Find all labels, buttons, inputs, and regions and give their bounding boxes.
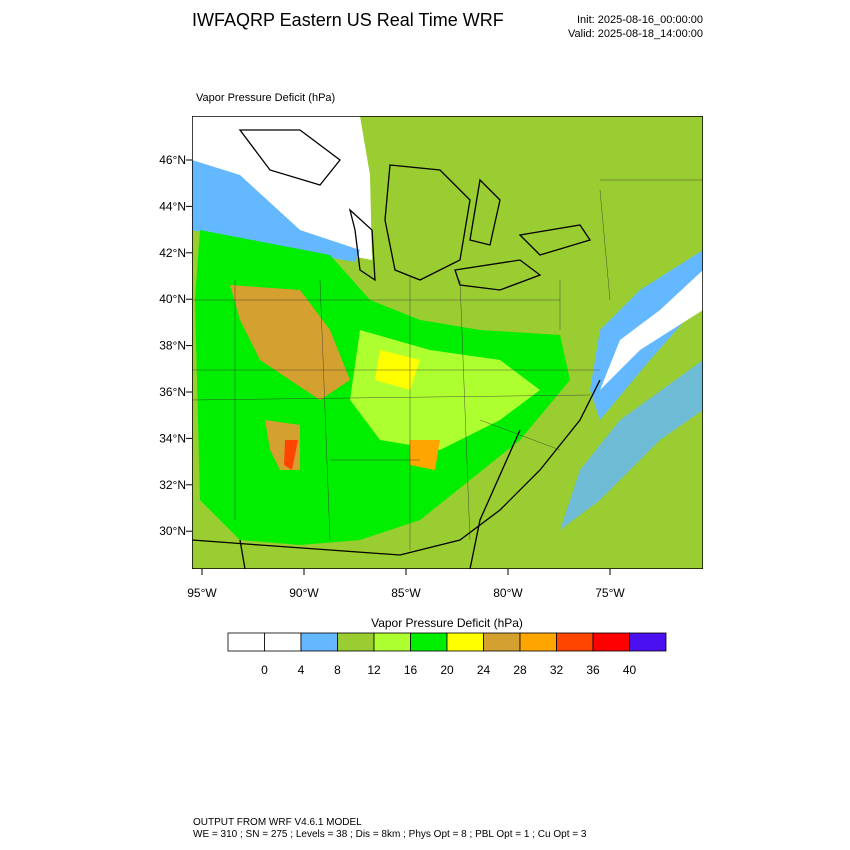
colorbar-label: 16 <box>404 663 418 677</box>
low-vpd-area <box>192 160 360 262</box>
colorbar-box <box>337 632 375 652</box>
lon-label: 85°W <box>391 586 421 600</box>
colorbar-box <box>519 632 557 652</box>
high-vpd-area <box>284 440 298 470</box>
ocean-low-vpd <box>560 360 703 530</box>
colorbar-box <box>446 632 484 652</box>
colorbar-label: 8 <box>334 663 341 677</box>
colorbar-box <box>373 632 411 652</box>
colorbar-box <box>483 632 521 652</box>
init-time: Init: 2025-08-16_00:00:00 <box>577 14 703 26</box>
colorbar-box <box>410 632 448 652</box>
lat-label: 32°N <box>159 478 186 492</box>
map <box>192 116 703 569</box>
lon-label: 80°W <box>493 586 523 600</box>
low-vpd-area <box>192 116 372 260</box>
vpd-area <box>410 440 440 470</box>
ocean-low-vpd <box>600 270 703 390</box>
colorbar-box <box>300 632 338 652</box>
colorbar-title: Vapor Pressure Deficit (hPa) <box>371 616 523 630</box>
coastline <box>192 379 601 569</box>
colorbar-box <box>227 632 265 652</box>
colorbar-box <box>592 632 630 652</box>
lon-label: 75°W <box>595 586 625 600</box>
lat-label: 34°N <box>159 431 186 445</box>
colorbar-label: 4 <box>298 663 305 677</box>
lat-label: 42°N <box>159 246 186 260</box>
colorbar-label: 36 <box>586 663 600 677</box>
footer-line: WE = 310 ; SN = 275 ; Levels = 38 ; Dis … <box>193 829 587 840</box>
colorbar-label: 20 <box>440 663 454 677</box>
lat-label: 44°N <box>159 199 186 213</box>
colorbar-label: 40 <box>623 663 637 677</box>
footer-line: OUTPUT FROM WRF V4.6.1 MODEL <box>193 817 362 828</box>
high-vpd-area <box>230 285 350 400</box>
lat-label: 38°N <box>159 339 186 353</box>
colorbar-box <box>264 632 302 652</box>
colorbar-label: 24 <box>477 663 491 677</box>
colorbar-box <box>556 632 594 652</box>
lon-label: 90°W <box>289 586 319 600</box>
lat-label: 36°N <box>159 385 186 399</box>
valid-time: Valid: 2025-08-18_14:00:00 <box>568 28 703 40</box>
lat-label: 30°N <box>159 524 186 538</box>
colorbar-label: 28 <box>513 663 527 677</box>
title: IWFAQRP Eastern US Real Time WRF <box>192 10 504 30</box>
colorbar-label: 32 <box>550 663 564 677</box>
lat-label: 46°N <box>159 153 186 167</box>
great-lakes <box>238 129 592 291</box>
colorbar-box <box>629 632 667 652</box>
field-label: Vapor Pressure Deficit (hPa) <box>196 92 335 104</box>
colorbar-label: 12 <box>367 663 381 677</box>
colorbar-label: 0 <box>261 663 268 677</box>
lat-label: 40°N <box>159 292 186 306</box>
state-borders <box>192 179 703 550</box>
lon-label: 95°W <box>187 586 217 600</box>
